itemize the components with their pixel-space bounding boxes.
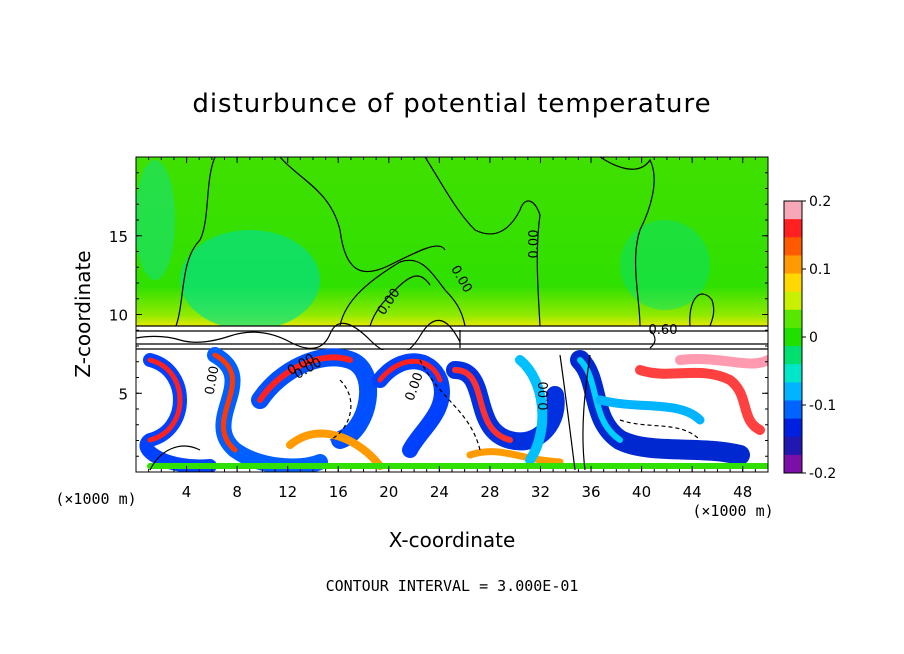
colorbar-swatch bbox=[784, 436, 802, 456]
colorbar-tick-label: 0.1 bbox=[809, 262, 831, 278]
y-axis-label: Z-coordinate bbox=[71, 250, 95, 377]
colorbar-swatch bbox=[784, 201, 802, 220]
x-tick-label: 36 bbox=[581, 483, 600, 501]
x-tick-label: 48 bbox=[733, 483, 752, 501]
x-tick-label: 44 bbox=[683, 483, 702, 501]
colorbar-swatch bbox=[784, 255, 802, 275]
x-tick-label: 32 bbox=[531, 483, 550, 501]
plot-area bbox=[136, 157, 768, 472]
colorbar-tick-label: 0 bbox=[809, 330, 818, 346]
contour-label: 0.60 bbox=[649, 323, 678, 338]
x-tick-label: 20 bbox=[379, 483, 398, 501]
contour-lines bbox=[149, 157, 715, 471]
colorbar-swatch bbox=[784, 418, 802, 438]
colorbar-tick-label: -0.1 bbox=[809, 398, 836, 414]
colorbar-swatch bbox=[784, 219, 802, 238]
colorbar-tick-label: 0.2 bbox=[809, 194, 831, 210]
colorbar-swatch bbox=[784, 454, 802, 474]
x-unit-left: (×1000 m) bbox=[55, 490, 136, 508]
x-tick-label: 40 bbox=[632, 483, 651, 501]
x-axis: 4 8 12 16 20 24 28 32 36 40 44 48 bbox=[148, 157, 756, 501]
y-tick-label: 10 bbox=[109, 307, 128, 325]
transition-band bbox=[136, 326, 768, 350]
cyan-patch bbox=[620, 220, 710, 310]
cyan-patch bbox=[136, 160, 175, 280]
colorbar-swatch bbox=[784, 346, 802, 365]
cyan-patch bbox=[180, 230, 320, 330]
chart-title: disturbunce of potential temperature bbox=[192, 89, 711, 119]
colorbar-swatch bbox=[784, 237, 802, 256]
x-tick-label: 4 bbox=[182, 483, 192, 501]
colorbar-swatch bbox=[784, 400, 802, 420]
colorbar-swatch bbox=[784, 273, 802, 293]
x-tick-label: 12 bbox=[278, 483, 297, 501]
transition-band-outline bbox=[136, 319, 768, 355]
y-tick-label: 5 bbox=[118, 385, 128, 403]
colorbar: 0.2 0.1 0 -0.1 -0.2 bbox=[783, 194, 836, 482]
lower-blobs bbox=[139, 347, 768, 472]
colorbar-swatch bbox=[784, 382, 802, 401]
x-tick-label: 24 bbox=[430, 483, 449, 501]
colorbar-swatch bbox=[784, 291, 802, 311]
contour-label: 0.00 bbox=[203, 365, 223, 396]
contour-label: 0.00 bbox=[527, 230, 542, 259]
x-tick-label: 16 bbox=[329, 483, 348, 501]
x-tick-label: 8 bbox=[232, 483, 242, 501]
y-tick-label: 15 bbox=[109, 228, 128, 246]
x-unit-right: (×1000 m) bbox=[692, 502, 773, 520]
y-axis: 5 10 15 bbox=[109, 172, 768, 457]
colorbar-swatch bbox=[784, 327, 802, 347]
colorbar-swatch bbox=[784, 364, 802, 383]
x-tick-label: 28 bbox=[480, 483, 499, 501]
contour-label: 0.00 bbox=[537, 382, 552, 411]
footer-note: CONTOUR INTERVAL = 3.000E-01 bbox=[326, 577, 579, 595]
colorbar-swatch bbox=[784, 309, 802, 329]
colorbar-tick-label: -0.2 bbox=[809, 466, 836, 482]
x-axis-label: X-coordinate bbox=[389, 528, 516, 552]
